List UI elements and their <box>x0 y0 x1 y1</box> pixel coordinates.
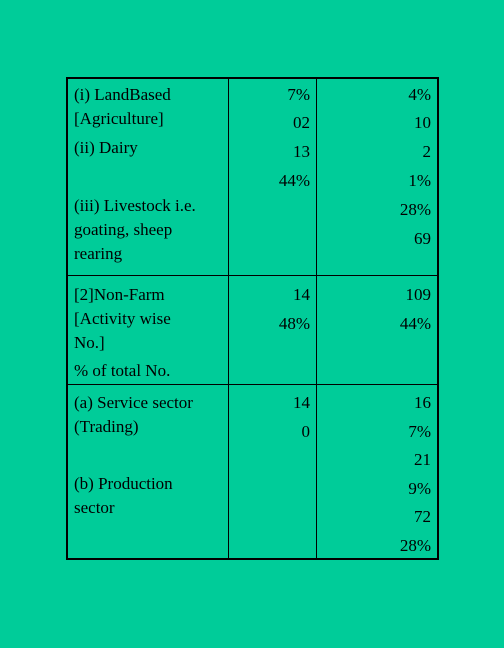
row3-col3-value: 21 <box>414 450 431 469</box>
row3-col2-value: 0 <box>301 422 311 441</box>
row-divider-1 <box>68 275 437 276</box>
row1-col3-value: 4% <box>408 85 431 104</box>
row3-sublabel-line: (b) Production <box>74 474 173 493</box>
column-divider-2 <box>316 79 317 558</box>
data-table: (i) LandBased [Agriculture] (ii) Dairy (… <box>66 77 439 560</box>
row2-label-line: No.] <box>74 333 105 352</box>
row1-label-line: (i) LandBased <box>74 85 171 104</box>
row3-col2-value: 14 <box>293 393 310 412</box>
row1-sublabel-line: goating, sheep <box>74 220 173 239</box>
row1-sublabel-line: (iii) Livestock i.e. <box>74 196 196 215</box>
row3-label-line: (a) Service sector <box>74 393 193 412</box>
row2-col3-value: 44% <box>399 314 431 333</box>
row2-col3-value: 109 <box>405 285 432 304</box>
row1-col3-value: 28% <box>399 200 431 219</box>
row1-col2-value: 44% <box>278 171 310 190</box>
row1-col3-value: 2 <box>422 142 432 161</box>
column-divider-1 <box>228 79 229 558</box>
row2-col2-value: 14 <box>293 285 310 304</box>
row3-sublabel-line: sector <box>74 498 115 517</box>
row2-label-line: [Activity wise <box>74 309 171 328</box>
row1-sublabel-line: rearing <box>74 244 123 263</box>
row3-col3-value: 16 <box>414 393 431 412</box>
row2-label-line: [2]Non-Farm <box>74 285 165 304</box>
row3-col3-value: 72 <box>414 507 431 526</box>
row1-col2-value: 02 <box>293 113 310 132</box>
row1-col3-value: 10 <box>414 113 431 132</box>
row1-label-line: [Agriculture] <box>74 109 164 128</box>
row3-col3-value: 7% <box>408 422 431 441</box>
row3-col3-value: 9% <box>408 479 431 498</box>
row2-label-line: % of total No. <box>74 361 171 380</box>
row-divider-2 <box>68 384 437 385</box>
row3-col3-value: 28% <box>399 536 431 555</box>
row1-label-line: (ii) Dairy <box>74 138 138 157</box>
row3-label-line: (Trading) <box>74 417 139 436</box>
row1-col3-value: 1% <box>408 171 431 190</box>
row1-col2-value: 13 <box>293 142 310 161</box>
row1-col2-value: 7% <box>287 85 310 104</box>
row1-col3-value: 69 <box>414 229 431 248</box>
row2-col2-value: 48% <box>278 314 310 333</box>
